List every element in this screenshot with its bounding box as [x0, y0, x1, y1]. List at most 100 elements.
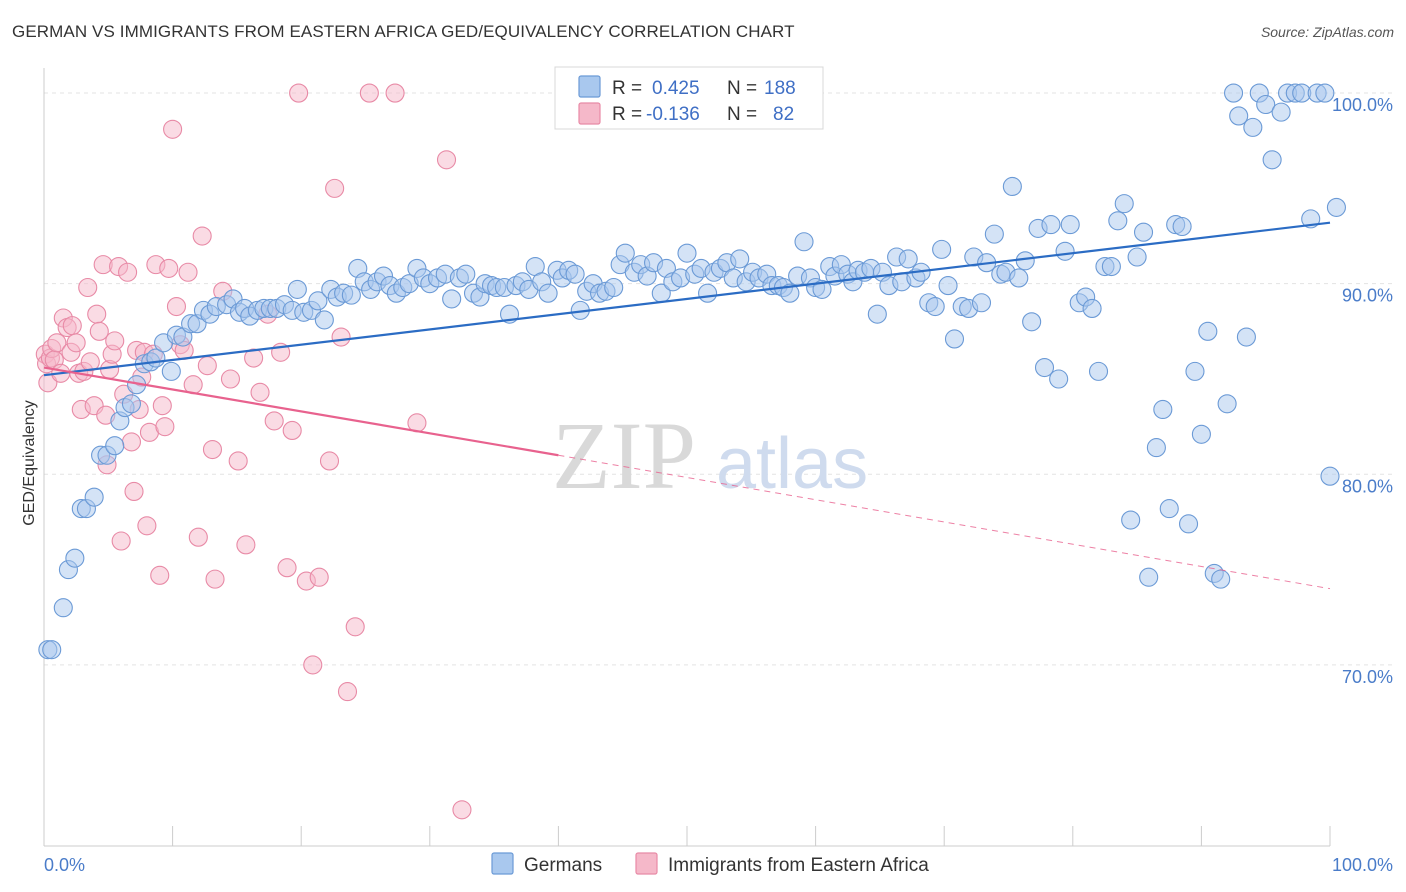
germans-point — [1243, 117, 1263, 137]
immigrants-point — [202, 439, 223, 460]
germans-point — [794, 232, 814, 252]
germans-point — [698, 283, 718, 303]
germans-point — [341, 285, 361, 305]
germans-point — [1088, 361, 1109, 381]
immigrants-point — [359, 83, 379, 103]
immigrants-point — [264, 411, 284, 431]
legend-n-value-immigrants: 82 — [773, 104, 794, 125]
germans-point — [971, 293, 992, 313]
legend-r-label-immigrants: R = — [612, 104, 642, 125]
germans-point — [867, 304, 887, 324]
immigrants-point — [337, 682, 358, 702]
germans-point — [1320, 466, 1340, 486]
germans-point — [604, 277, 624, 298]
immigrants-point — [236, 535, 256, 555]
immigrants-point — [331, 327, 351, 347]
germans-point — [1315, 83, 1335, 103]
immigrants-point — [111, 531, 131, 551]
germans-point — [1146, 438, 1166, 458]
x-tick-label: 0.0% — [44, 855, 85, 875]
germans-point — [1153, 399, 1173, 420]
immigrants-point — [137, 516, 157, 536]
germans-point — [780, 283, 800, 303]
immigrants-point — [250, 382, 270, 402]
germans-point — [1256, 94, 1276, 115]
immigrants-point — [178, 262, 198, 282]
germans-point — [1114, 194, 1134, 214]
immigrants-point — [319, 451, 340, 471]
legend-r-value-germans: 0.425 — [652, 78, 700, 99]
germans-point — [932, 239, 952, 259]
germans-point — [161, 361, 181, 381]
y-tick-labels: 100.0% 90.0% 80.0% 70.0% — [1332, 95, 1393, 687]
immigrants-point — [192, 226, 212, 246]
germans-point — [938, 276, 958, 296]
bottom-legend-label-germans: Germans — [524, 855, 602, 876]
germans-point — [1108, 211, 1128, 231]
chart-source: Source: ZipAtlas.com — [1260, 24, 1394, 40]
germans-point — [1159, 499, 1179, 519]
immigrants-point — [277, 558, 297, 578]
y-tick-label: 70.0% — [1342, 667, 1393, 687]
germans-point — [925, 297, 945, 317]
germans-point — [1198, 321, 1218, 341]
legend-r-value-immigrants: -0.136 — [646, 104, 700, 125]
immigrants-point — [121, 432, 141, 452]
immigrants-point — [163, 119, 183, 139]
germans-point — [1127, 247, 1147, 267]
legend-n-value-germans: 188 — [764, 78, 796, 99]
immigrants-point — [228, 451, 248, 471]
bottom-legend-label-immigrants: Immigrants from Eastern Africa — [668, 855, 929, 876]
germans-point — [1121, 510, 1141, 530]
chart-title: GERMAN VS IMMIGRANTS FROM EASTERN AFRICA… — [12, 22, 795, 41]
germans-point — [677, 243, 697, 263]
germans-point — [730, 249, 750, 269]
watermark-atlas: atlas — [716, 424, 868, 504]
correlation-legend: R = 0.425 N = 188 R = -0.136 N = 82 — [554, 66, 824, 130]
trend-lines — [43, 221, 1331, 590]
germans-point — [308, 291, 328, 311]
germans-point — [1022, 312, 1042, 332]
legend-r-label-germans: R = — [612, 78, 642, 99]
immigrants-point — [105, 331, 125, 351]
germans-point — [1049, 369, 1069, 389]
immigrants-point — [436, 150, 457, 170]
germans-point — [984, 224, 1004, 244]
germans-point — [1211, 569, 1231, 589]
immigrants-point — [325, 178, 345, 198]
germans-point — [53, 598, 73, 618]
germans-point — [1002, 176, 1022, 197]
immigrants-point — [152, 396, 172, 416]
germans-point — [1236, 327, 1256, 347]
bottom-legend-swatch-immigrants — [635, 852, 658, 875]
germans-point — [1015, 251, 1035, 271]
germans-point — [1217, 394, 1237, 414]
immigrants-point — [66, 333, 86, 353]
germans-point — [944, 329, 965, 349]
immigrants-point — [124, 481, 144, 502]
immigrants-point — [159, 258, 179, 278]
series-immigrants-points — [35, 83, 472, 820]
immigrants-point — [309, 567, 329, 587]
immigrants-point — [118, 262, 138, 282]
germans-trend-line — [43, 221, 1331, 377]
x-tick-labels: 0.0% 100.0% — [44, 855, 1393, 875]
germans-point — [314, 310, 334, 330]
immigrants-point — [282, 420, 302, 441]
immigrants-point — [303, 655, 323, 675]
germans-point — [1191, 424, 1211, 444]
y-tick-label: 90.0% — [1342, 286, 1393, 306]
immigrants-point — [220, 369, 241, 389]
immigrants-point — [289, 83, 309, 103]
germans-point — [1229, 106, 1249, 126]
germans-point — [1041, 215, 1061, 235]
immigrants-point — [47, 333, 67, 353]
immigrants-trend-line-extension — [558, 454, 1331, 590]
y-tick-label: 100.0% — [1332, 95, 1393, 115]
germans-point — [565, 264, 585, 284]
immigrants-point — [188, 527, 208, 547]
immigrants-point — [78, 277, 98, 298]
bottom-legend-swatch-germans — [491, 852, 514, 875]
immigrants-point — [205, 569, 225, 589]
